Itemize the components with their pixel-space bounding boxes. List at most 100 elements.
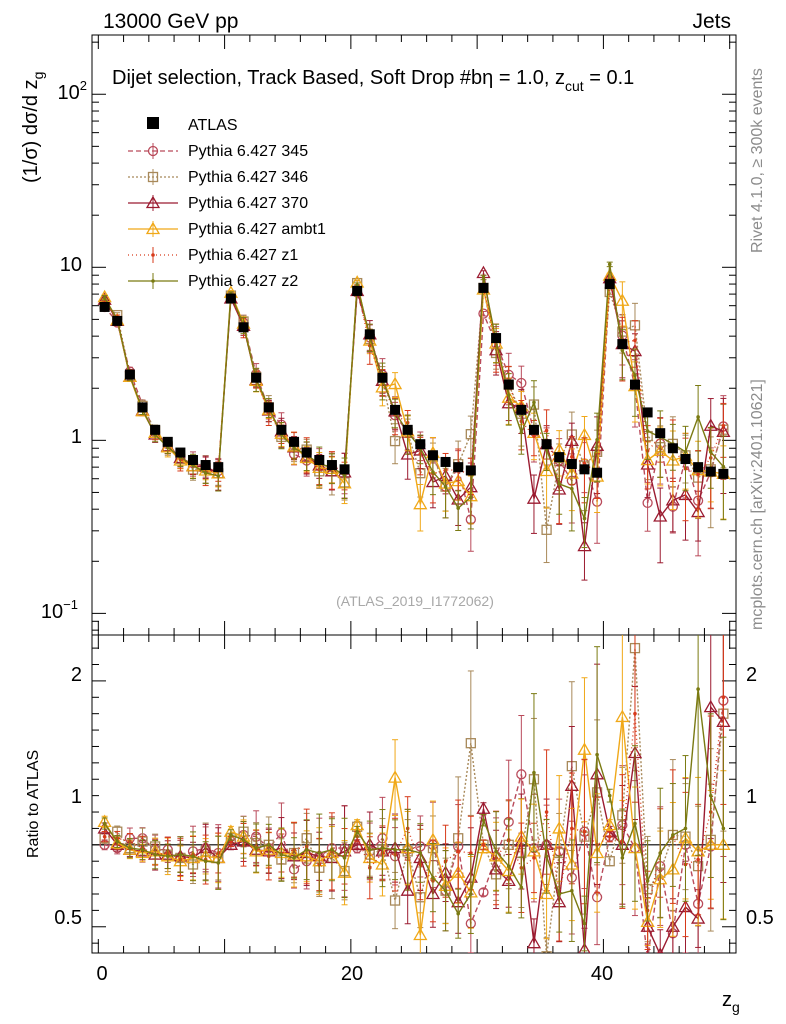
- legend-entry: Pythia 6.427 z2: [188, 273, 298, 290]
- atlas-point: [251, 372, 262, 383]
- category-label: Jets: [692, 10, 731, 33]
- legend: ATLAS Pythia 6.427 345 Pythia 6.427 346 …: [128, 117, 326, 290]
- ratio-tick-label: 2: [71, 664, 82, 686]
- ratio-point: [671, 833, 675, 837]
- legend-entry: Pythia 6.427 345: [188, 143, 308, 160]
- ratio-point: [516, 769, 527, 780]
- atlas-point: [642, 407, 653, 418]
- ratio-point: [229, 833, 233, 837]
- data-point: [607, 262, 612, 267]
- ratio-point: [633, 711, 637, 716]
- ratio-point: [456, 911, 460, 916]
- data-point: [519, 430, 524, 435]
- data-point: [557, 482, 562, 486]
- series-4: [101, 277, 727, 525]
- series-1: [99, 277, 729, 564]
- axes-ticks: [92, 35, 736, 953]
- ratio-point: [607, 834, 612, 839]
- ratio-point: [696, 687, 700, 691]
- data-point: [102, 295, 107, 300]
- ratio-point: [607, 793, 612, 798]
- ratio-point: [481, 843, 486, 847]
- legend-marker: [147, 171, 159, 183]
- atlas-point: [225, 293, 236, 304]
- ratio-point: [633, 821, 637, 826]
- ratio-point: [721, 826, 726, 831]
- ratio-tick-label: 1: [71, 786, 82, 808]
- ratio-series-5: [101, 635, 727, 952]
- data-point: [465, 429, 476, 440]
- data-point: [203, 471, 208, 475]
- atlas-point: [718, 468, 729, 479]
- ratio-line: [104, 705, 724, 953]
- ratio-tick-label-right: 0.5: [746, 907, 774, 929]
- atlas-point: [99, 301, 110, 312]
- atlas-point: [339, 464, 350, 475]
- ratio-point: [102, 834, 107, 839]
- atlas-point: [503, 379, 514, 390]
- main-panel: [97, 261, 731, 581]
- ratio-point: [216, 861, 221, 865]
- atlas-point: [617, 339, 628, 350]
- ratio-point: [465, 738, 476, 749]
- atlas-point: [150, 424, 161, 435]
- atlas-point: [440, 456, 451, 467]
- ratio-point: [696, 857, 700, 862]
- atlas-point: [705, 466, 716, 477]
- ratio-line: [104, 689, 725, 924]
- data-point: [481, 275, 486, 280]
- data-point: [431, 470, 435, 474]
- data-point: [633, 338, 637, 343]
- atlas-point: [162, 436, 173, 447]
- data-point: [683, 450, 688, 454]
- ratio-panel: [92, 635, 736, 953]
- ratio-point: [658, 851, 663, 855]
- data-point: [506, 393, 511, 397]
- ratio-point: [279, 852, 284, 857]
- ratio-point: [544, 854, 549, 859]
- legend-entry: Pythia 6.427 z1: [188, 247, 298, 264]
- ratio-point: [254, 846, 258, 850]
- ratio-point: [544, 810, 549, 814]
- ratio-point: [203, 859, 208, 864]
- atlas-point: [541, 439, 552, 450]
- legend-marker: [147, 145, 159, 157]
- atlas-point: [516, 404, 527, 415]
- ratio-point: [456, 849, 460, 854]
- ratio-point: [469, 892, 473, 896]
- atlas-point: [579, 464, 590, 475]
- ratio-frame: [91, 634, 737, 954]
- series-line: [103, 264, 724, 522]
- ratio-point: [178, 852, 183, 857]
- atlas-point: [377, 372, 388, 383]
- ratio-line: [104, 697, 725, 911]
- atlas-point: [263, 402, 274, 413]
- ratio-point: [708, 793, 713, 798]
- chart-title: Dijet selection, Track Based, Soft Drop …: [112, 67, 634, 94]
- data-point: [456, 506, 460, 510]
- ratio-point: [443, 888, 448, 893]
- ratio-point: [578, 942, 591, 953]
- legend-marker: [145, 221, 161, 235]
- atlas-point: [137, 402, 148, 413]
- atlas-point: [213, 462, 224, 473]
- ratio-point: [602, 817, 617, 831]
- ratio-point: [541, 951, 552, 953]
- data-point: [413, 496, 428, 510]
- ratio-point: [703, 699, 718, 713]
- legend-entry: Pythia 6.427 ambt1: [188, 221, 326, 238]
- atlas-point: [554, 452, 565, 463]
- data-point: [620, 348, 625, 353]
- ratio-point: [350, 837, 365, 850]
- legend-entry: ATLAS: [188, 117, 238, 134]
- mcplots-label: mcplots.cern.ch [arXiv:2401.10621]: [749, 379, 766, 630]
- data-point: [292, 446, 296, 450]
- data-point: [570, 455, 574, 459]
- atlas-point: [175, 447, 186, 458]
- ratio-point: [469, 851, 473, 855]
- series-line: [103, 272, 724, 505]
- legend-entry: Pythia 6.427 346: [188, 169, 308, 186]
- ratio-point: [380, 846, 385, 850]
- series-5: [101, 261, 727, 549]
- legend-marker: [145, 195, 161, 209]
